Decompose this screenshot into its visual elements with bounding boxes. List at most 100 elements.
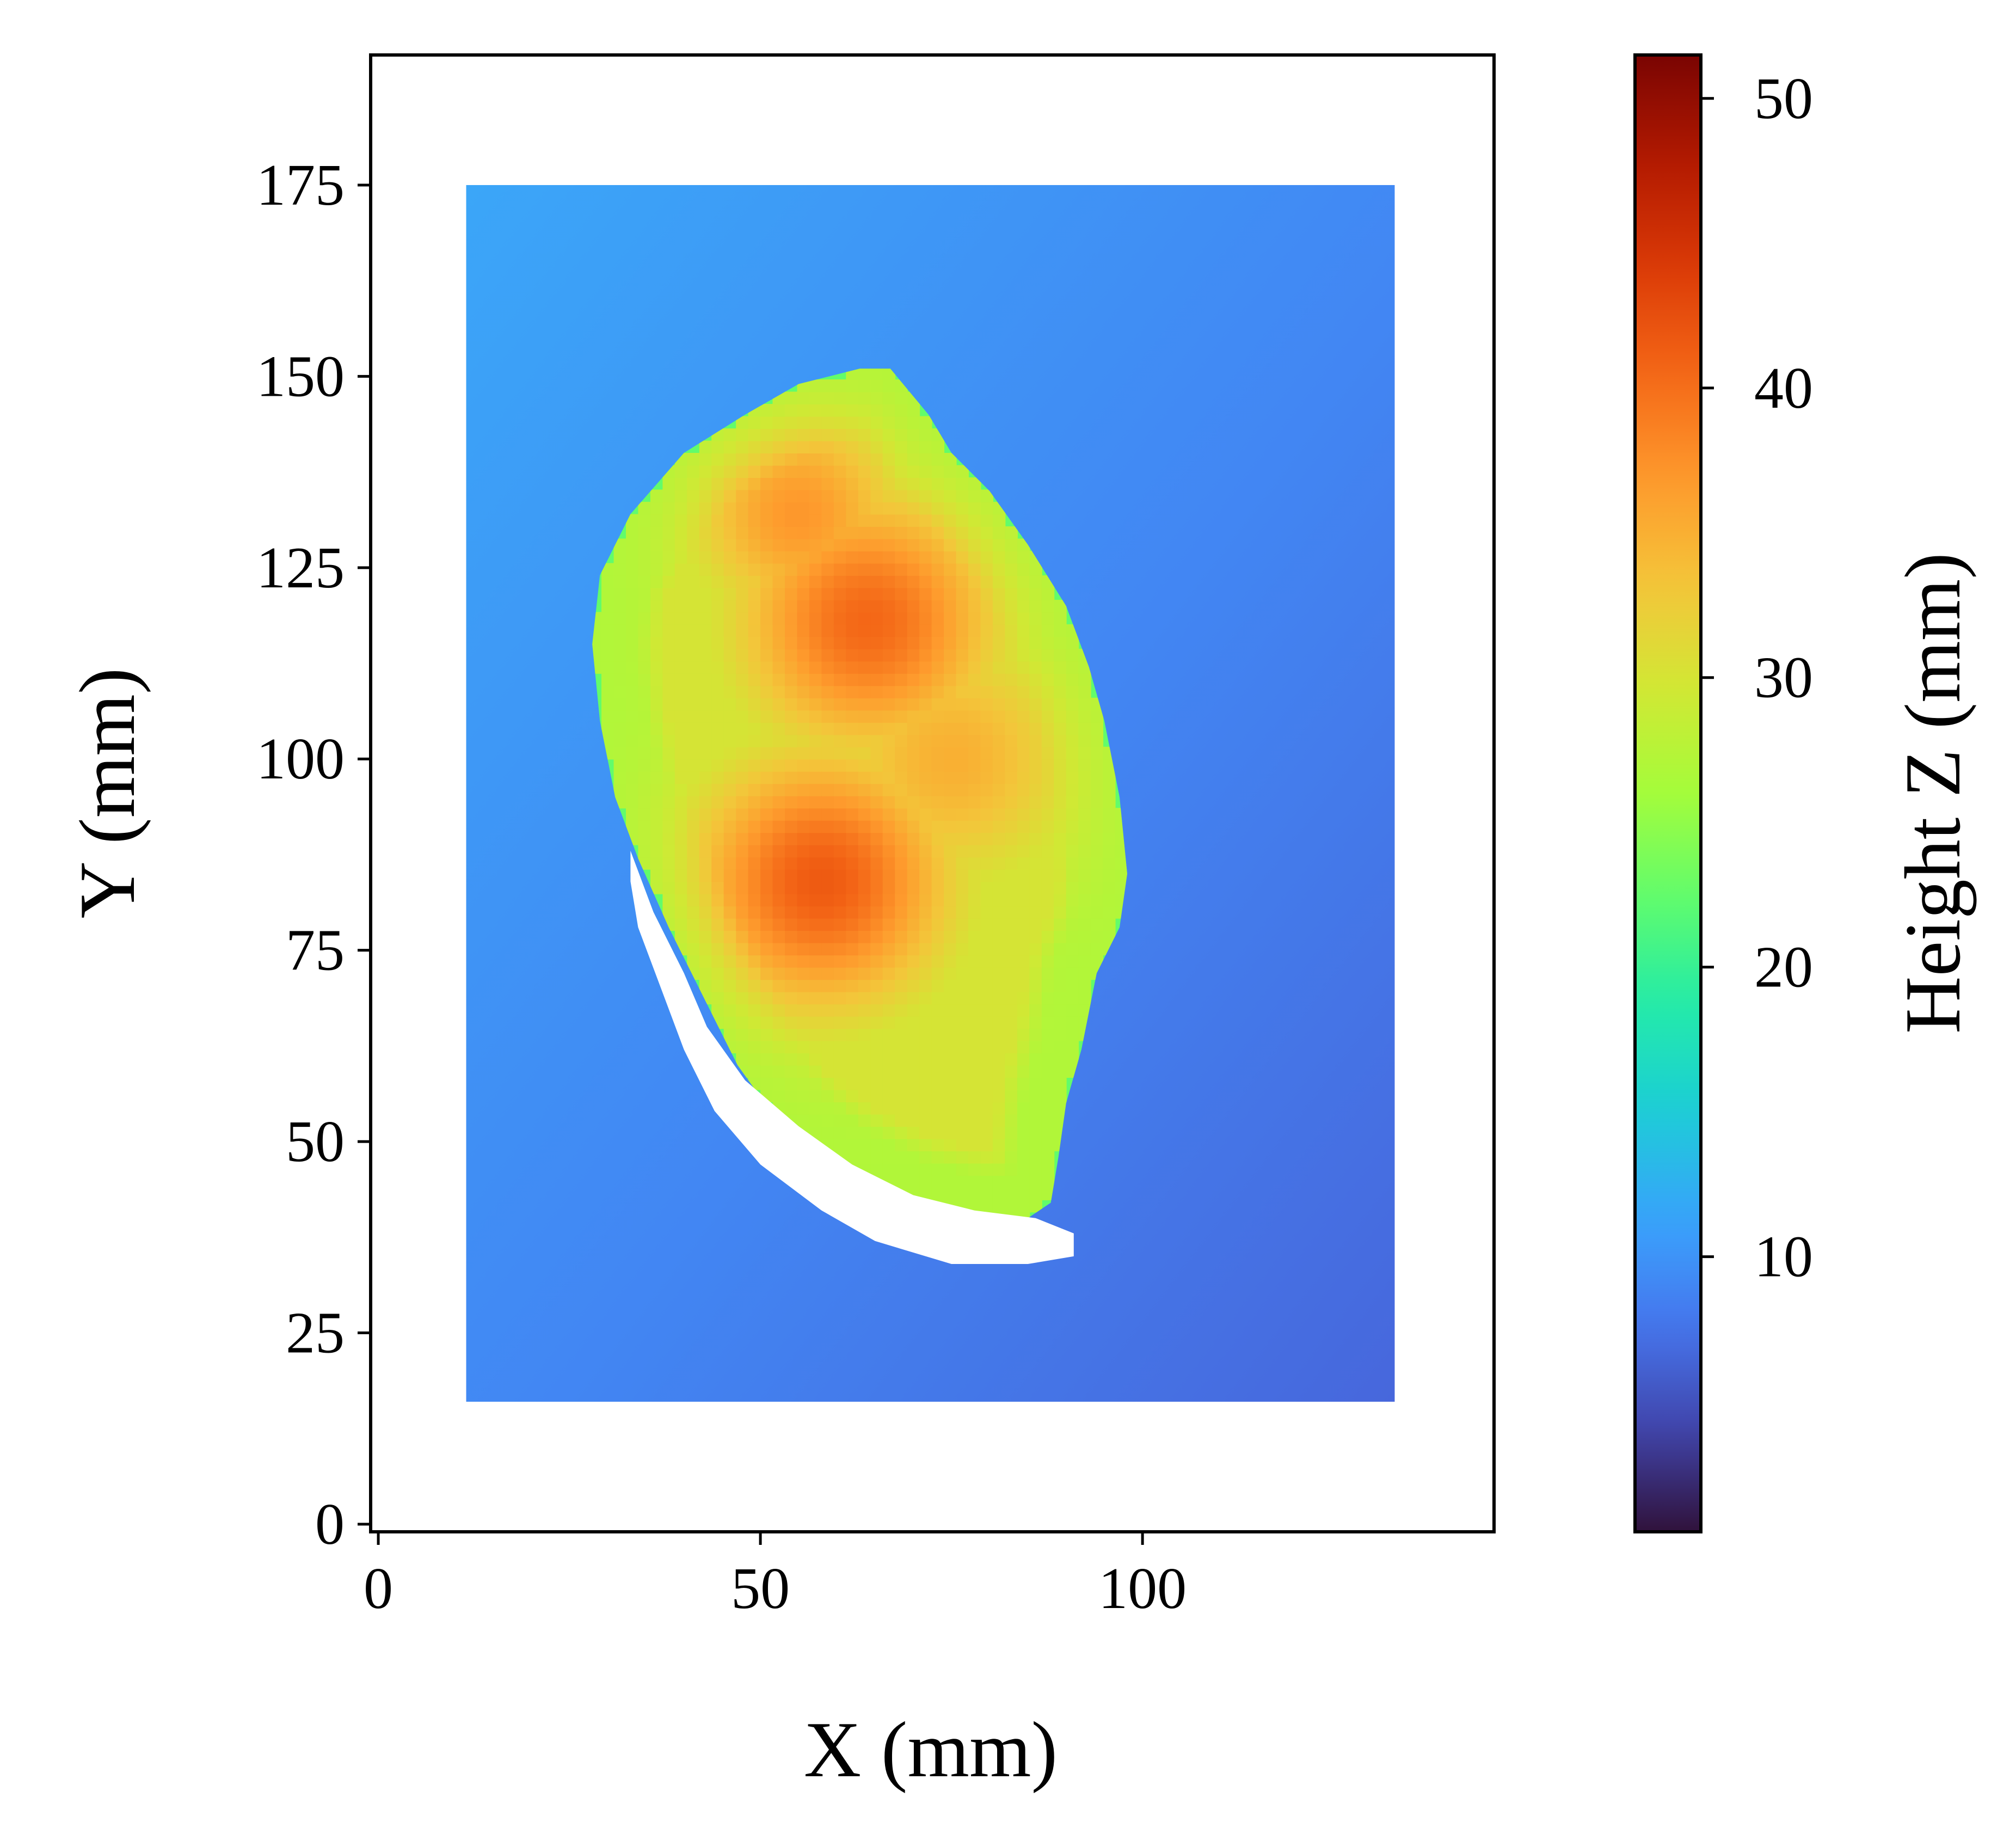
y-tick-label: 150 bbox=[256, 344, 345, 409]
height-cell bbox=[785, 685, 798, 698]
height-cell bbox=[1005, 563, 1018, 576]
height-cell bbox=[968, 514, 981, 527]
height-cell bbox=[944, 967, 957, 980]
height-cell bbox=[638, 538, 651, 551]
height-cell bbox=[1041, 1089, 1055, 1102]
height-cell bbox=[785, 722, 798, 735]
height-cell bbox=[723, 1016, 737, 1029]
height-cell bbox=[907, 550, 920, 564]
height-cell bbox=[821, 1077, 834, 1090]
height-cell bbox=[772, 440, 785, 453]
height-cell bbox=[1005, 673, 1018, 686]
height-cell bbox=[1078, 991, 1091, 1005]
height-cell bbox=[931, 783, 945, 796]
height-cell bbox=[870, 477, 883, 490]
height-cell bbox=[919, 991, 932, 1005]
height-cell bbox=[870, 942, 883, 956]
height-cell bbox=[1029, 1138, 1042, 1151]
height-cell bbox=[980, 685, 993, 698]
height-cell bbox=[992, 1163, 1006, 1176]
height-cell bbox=[760, 795, 773, 809]
height-cell bbox=[833, 991, 847, 1005]
height-cell bbox=[1005, 599, 1018, 613]
height-cell bbox=[956, 967, 969, 980]
height-cell bbox=[1029, 1077, 1042, 1090]
height-cell bbox=[1103, 783, 1116, 796]
height-cell bbox=[907, 587, 920, 600]
height-cell bbox=[711, 575, 724, 588]
height-cell bbox=[992, 1077, 1006, 1090]
height-cell bbox=[674, 832, 688, 845]
height-cell bbox=[662, 808, 675, 821]
height-cell bbox=[833, 1065, 847, 1078]
height-cell bbox=[699, 722, 712, 735]
height-cell bbox=[760, 489, 773, 502]
y-tick-label: 50 bbox=[286, 1109, 345, 1174]
height-cell bbox=[1078, 881, 1091, 894]
height-cell bbox=[687, 526, 700, 539]
height-cell bbox=[723, 979, 737, 992]
height-cell bbox=[687, 710, 700, 723]
height-cell bbox=[650, 550, 663, 564]
height-cell bbox=[1005, 1126, 1018, 1139]
height-cell bbox=[723, 808, 737, 821]
height-cell bbox=[711, 538, 724, 551]
height-cell bbox=[919, 1126, 932, 1139]
height-cell bbox=[882, 710, 896, 723]
height-cell bbox=[846, 550, 859, 564]
height-cell bbox=[613, 612, 626, 625]
height-cell bbox=[919, 844, 932, 858]
height-cell bbox=[833, 404, 847, 417]
height-cell bbox=[919, 453, 932, 466]
height-cell bbox=[748, 1016, 761, 1029]
height-cell bbox=[870, 673, 883, 686]
height-cell bbox=[858, 404, 871, 417]
height-cell bbox=[1066, 746, 1079, 760]
height-cell bbox=[748, 477, 761, 490]
height-cell bbox=[797, 648, 810, 662]
height-cell bbox=[748, 685, 761, 698]
height-cell bbox=[711, 918, 724, 931]
height-cell bbox=[980, 697, 993, 711]
height-cell bbox=[1041, 783, 1055, 796]
height-cell bbox=[760, 1065, 773, 1078]
height-cell bbox=[980, 1187, 993, 1200]
height-cell bbox=[711, 820, 724, 833]
height-cell bbox=[992, 587, 1006, 600]
height-cell bbox=[785, 955, 798, 968]
height-cell bbox=[723, 661, 737, 674]
height-cell bbox=[687, 612, 700, 625]
height-cell bbox=[674, 893, 688, 907]
height-cell bbox=[895, 893, 908, 907]
height-cell bbox=[858, 734, 871, 747]
height-cell bbox=[931, 612, 945, 625]
height-cell bbox=[870, 991, 883, 1005]
height-cell bbox=[919, 575, 932, 588]
height-cell bbox=[821, 930, 834, 943]
height-cell bbox=[797, 857, 810, 870]
height-cell bbox=[895, 1004, 908, 1017]
height-cell bbox=[736, 648, 749, 662]
height-cell bbox=[748, 759, 761, 772]
height-cell bbox=[846, 1053, 859, 1066]
height-cell bbox=[882, 379, 896, 392]
height-cell bbox=[944, 599, 957, 613]
height-cell bbox=[858, 1016, 871, 1029]
height-cell bbox=[1090, 832, 1104, 845]
height-cell bbox=[846, 1077, 859, 1090]
height-cell bbox=[919, 661, 932, 674]
height-cell bbox=[626, 526, 639, 539]
height-cell bbox=[1005, 612, 1018, 625]
height-cell bbox=[785, 1028, 798, 1041]
height-cell bbox=[1017, 575, 1030, 588]
y-tick-label: 175 bbox=[256, 153, 345, 218]
height-cell bbox=[980, 906, 993, 919]
height-cell bbox=[980, 967, 993, 980]
height-cell bbox=[760, 416, 773, 429]
height-cell bbox=[907, 1163, 920, 1176]
height-cell bbox=[968, 869, 981, 882]
height-cell bbox=[821, 906, 834, 919]
height-cell bbox=[858, 538, 871, 551]
